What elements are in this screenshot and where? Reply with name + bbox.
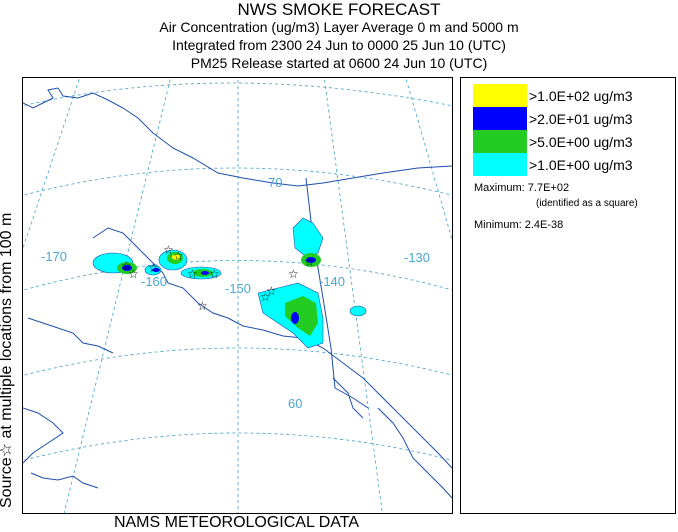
legend-label: >1.0E+00 ug/m3	[529, 156, 633, 173]
source-markers: ☆ ☆ ☆ ☆ ☆ ☆ ☆ ☆ ☆ ☆ ☆ ☆	[121, 243, 315, 313]
svg-text:☆: ☆	[148, 261, 159, 275]
lon-label-150: -150	[225, 281, 251, 296]
legend-swatch	[473, 153, 527, 176]
meteorological-data-label: NAMS METEOROLOGICAL DATA	[113, 514, 360, 531]
forecast-title: NWS SMOKE FORECAST	[237, 0, 441, 19]
svg-text:☆: ☆	[128, 267, 139, 281]
lat-label-60: 60	[288, 396, 302, 411]
legend-item: >5.0E+00 ug/m3	[473, 130, 633, 153]
svg-text:☆: ☆	[163, 243, 174, 257]
legend-item: >1.0E+02 ug/m3	[473, 84, 633, 107]
svg-text:☆: ☆	[266, 284, 277, 298]
svg-text:☆: ☆	[288, 267, 299, 281]
legend-item: >2.0E+01 ug/m3	[473, 107, 633, 130]
legend-item: >1.0E+00 ug/m3	[473, 153, 633, 176]
smoke-plumes	[92, 217, 367, 349]
legend-swatch	[473, 107, 527, 130]
minimum-value: Minimum: 2.4E-38	[474, 219, 564, 231]
svg-text:☆: ☆	[187, 267, 198, 281]
legend-swatch	[473, 84, 527, 107]
svg-text:☆: ☆	[173, 249, 184, 263]
map-panel: ☆ ☆ ☆ ☆ ☆ ☆ ☆ ☆ ☆ ☆ ☆ ☆ -170 -160 -150 -…	[22, 77, 453, 514]
svg-text:☆: ☆	[209, 267, 220, 281]
concentration-subtitle: Air Concentration (ug/m3) Layer Average …	[159, 19, 519, 35]
source-label: Source☆ at multiple locations from 100 m	[0, 213, 15, 508]
lon-label-170: -170	[41, 249, 67, 264]
alaska-map: ☆ ☆ ☆ ☆ ☆ ☆ ☆ ☆ ☆ ☆ ☆ ☆ -170 -160 -150 -…	[23, 78, 452, 513]
legend-label: >1.0E+02 ug/m3	[529, 87, 633, 104]
lon-label-130: -130	[404, 250, 430, 265]
legend-label: >2.0E+01 ug/m3	[529, 110, 633, 127]
lat-label-70: 70	[268, 175, 282, 190]
legend-label: >5.0E+00 ug/m3	[529, 133, 633, 150]
svg-text:☆: ☆	[197, 299, 208, 313]
svg-text:☆: ☆	[304, 255, 315, 269]
legend-swatch	[473, 130, 527, 153]
svg-text:☆: ☆	[121, 259, 132, 273]
release-start: PM25 Release started at 0600 24 Jun 10 (…	[190, 55, 488, 71]
legend-panel: >1.0E+02 ug/m3 >2.0E+01 ug/m3 >5.0E+00 u…	[460, 77, 676, 514]
integration-period: Integrated from 2300 24 Jun to 0000 25 J…	[172, 37, 506, 53]
svg-text:☆: ☆	[260, 290, 271, 304]
graticule	[23, 78, 452, 513]
lat-lon-labels: -170 -160 -150 -140 -130 70 60	[41, 175, 430, 411]
maximum-value: Maximum: 7.7E+02	[474, 182, 570, 194]
lon-label-140: -140	[319, 274, 345, 289]
lon-label-160: -160	[141, 274, 167, 289]
maximum-note: (identified as a square)	[536, 198, 638, 209]
